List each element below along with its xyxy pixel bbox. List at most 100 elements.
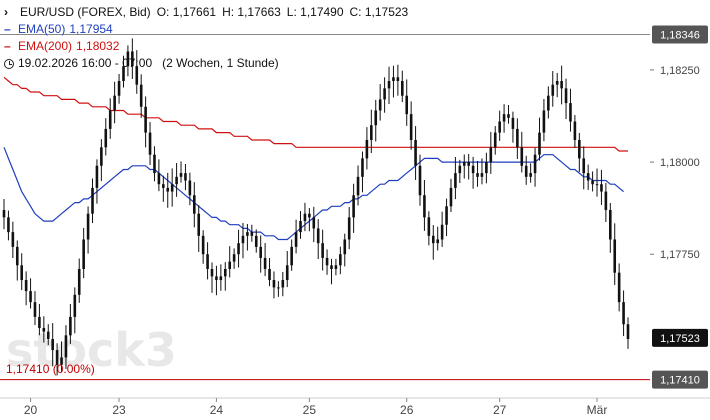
candle-body bbox=[480, 173, 484, 177]
time-range-row: 19.02.2026 16:00 - 07:00 (2 Wochen, 1 St… bbox=[4, 55, 414, 72]
candle-body bbox=[516, 128, 519, 148]
candle-body bbox=[538, 132, 541, 155]
candle-body bbox=[595, 184, 599, 186]
candle-body bbox=[582, 158, 586, 174]
low-marker-label: 1,17410 (0.00%) bbox=[6, 362, 95, 376]
y-tick-label: 1,17750 bbox=[660, 249, 700, 261]
candle-body bbox=[20, 265, 24, 281]
candle-body bbox=[117, 80, 121, 96]
candle-body bbox=[277, 287, 280, 289]
candle-body bbox=[15, 246, 19, 266]
candle-body bbox=[246, 232, 249, 236]
candle-body bbox=[622, 302, 625, 325]
y-tick-label: 1,17410 bbox=[660, 375, 700, 387]
candle-body bbox=[485, 162, 488, 174]
candle-body bbox=[11, 232, 15, 247]
candle-body bbox=[294, 232, 298, 247]
candle-body bbox=[374, 110, 378, 126]
candle-body bbox=[529, 173, 532, 177]
candle-body bbox=[303, 213, 307, 222]
candle-body bbox=[29, 291, 32, 303]
candle-body bbox=[414, 139, 417, 166]
candle-body bbox=[476, 173, 479, 177]
candle-body bbox=[378, 99, 382, 111]
candle-body bbox=[46, 331, 50, 340]
candle-body bbox=[24, 280, 28, 292]
legend: › EUR/USD (FOREX, Bid) O: 1,17661 H: 1,1… bbox=[4, 4, 414, 72]
x-tick-label: Mär bbox=[587, 403, 608, 417]
candle-body bbox=[613, 239, 617, 273]
candle-body bbox=[586, 173, 590, 181]
candle-body bbox=[524, 165, 528, 177]
candle-body bbox=[462, 162, 466, 166]
ema50-swatch-icon: – bbox=[4, 22, 11, 36]
current-price-box bbox=[652, 328, 708, 347]
candle-body bbox=[533, 154, 537, 174]
candle-body bbox=[201, 235, 205, 255]
candle-body bbox=[232, 254, 236, 262]
candle-body bbox=[560, 80, 563, 89]
candle-body bbox=[64, 335, 68, 358]
candle-body bbox=[215, 276, 218, 281]
candle-body bbox=[604, 191, 608, 210]
candle-body bbox=[383, 88, 386, 100]
candle-body bbox=[188, 180, 192, 196]
y-tick-box bbox=[652, 25, 708, 44]
candle-body bbox=[334, 265, 338, 269]
y-tick-box bbox=[652, 370, 708, 389]
ema200-line bbox=[3, 76, 628, 152]
candle-body bbox=[316, 228, 320, 244]
candle-body bbox=[547, 95, 550, 111]
candle-body bbox=[33, 302, 37, 317]
candle-body bbox=[228, 261, 232, 269]
candle-body bbox=[418, 165, 422, 196]
low-value: L: 1,17490 bbox=[286, 5, 344, 19]
candle-body bbox=[179, 173, 183, 177]
candle-body bbox=[95, 165, 99, 188]
ema50-label: EMA(50) bbox=[18, 22, 66, 36]
candle-body bbox=[551, 84, 555, 96]
candle-body bbox=[131, 51, 134, 67]
candle-body bbox=[409, 114, 413, 140]
candle-body bbox=[458, 165, 462, 174]
candle-body bbox=[73, 294, 77, 317]
candle-body bbox=[285, 265, 289, 281]
candle-body bbox=[86, 213, 90, 240]
candle-body bbox=[347, 217, 351, 240]
candle-body bbox=[617, 272, 621, 303]
candle-body bbox=[210, 268, 214, 277]
candle-body bbox=[55, 350, 59, 365]
candle-body bbox=[387, 80, 391, 89]
candle-body bbox=[445, 206, 448, 225]
candle-body bbox=[162, 184, 165, 188]
instrument-name[interactable]: EUR/USD (FOREX, Bid) bbox=[20, 5, 151, 19]
candle-body bbox=[507, 114, 510, 118]
ema200-legend[interactable]: – EMA(200) 1,18032 bbox=[4, 38, 414, 55]
candle-body bbox=[542, 110, 546, 133]
ema200-path bbox=[3, 76, 628, 152]
candle-body bbox=[241, 235, 245, 244]
candle-body bbox=[431, 235, 435, 244]
candle-body bbox=[370, 125, 373, 140]
candle-body bbox=[325, 257, 329, 266]
candle-body bbox=[405, 95, 409, 115]
grid bbox=[0, 34, 650, 381]
candle-body bbox=[423, 195, 426, 218]
candle-body bbox=[144, 106, 147, 133]
x-tick-label: 24 bbox=[210, 403, 224, 417]
chevron-right-icon[interactable]: › bbox=[4, 5, 8, 19]
watermark: stock3 bbox=[6, 323, 177, 377]
candle-body bbox=[555, 80, 559, 85]
candle-body bbox=[113, 95, 116, 111]
open-value: O: 1,17661 bbox=[156, 5, 217, 19]
candle-body bbox=[250, 232, 254, 236]
candle-body bbox=[608, 210, 612, 240]
ema50-legend[interactable]: – EMA(50) 1,17954 bbox=[4, 21, 414, 38]
ema200-swatch-icon: – bbox=[4, 39, 11, 53]
candle-body bbox=[467, 162, 470, 166]
candle-body bbox=[82, 239, 85, 269]
candle-body bbox=[153, 154, 156, 174]
axes: 1,18346 1,18250 1,18000 1,17750 1,17523 1,174… bbox=[0, 25, 710, 417]
candle-body bbox=[498, 121, 501, 133]
